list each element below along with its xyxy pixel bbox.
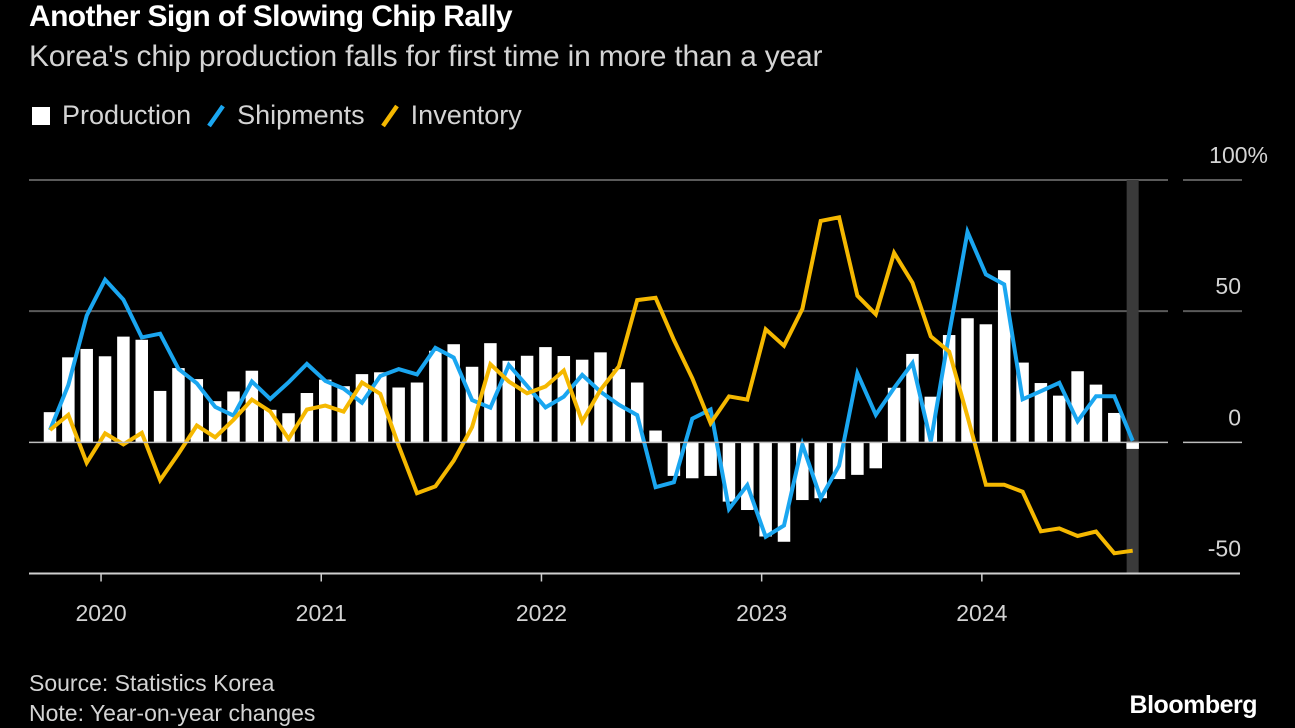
production-bar	[80, 348, 93, 443]
production-bar	[117, 336, 130, 443]
production-bar	[979, 324, 993, 443]
production-bar	[319, 379, 332, 443]
production-bars	[43, 270, 1139, 542]
production-bar	[135, 339, 148, 443]
production-bar	[539, 347, 552, 443]
production-bar	[429, 350, 442, 443]
legend-label-shipments: Shipments	[237, 100, 365, 130]
highlight-latest-month	[1126, 180, 1139, 574]
production-bar	[594, 352, 607, 443]
axes: 100% 50 0 -50 2020 2021 2022 2023 2024	[29, 142, 1268, 626]
production-bar	[520, 355, 534, 443]
inventory-line	[48, 214, 1133, 556]
x-tick-label: 2022	[516, 600, 567, 626]
chart-title: Another Sign of Slowing Chip Rally	[29, 0, 513, 33]
square-swatch-icon	[32, 106, 50, 125]
y-tick-label: 50	[1215, 273, 1241, 299]
shipments-line	[48, 225, 1135, 540]
production-bar	[392, 387, 405, 443]
production-bar	[300, 393, 314, 443]
production-bar	[1089, 384, 1103, 443]
production-bar	[1126, 442, 1139, 449]
production-bar	[410, 382, 424, 443]
y-tick-label: -50	[1208, 536, 1241, 562]
production-bar	[686, 442, 699, 479]
production-bar	[98, 356, 112, 443]
production-bar	[704, 442, 717, 476]
legend-item-shipments: Shipments	[205, 100, 365, 131]
production-bar	[153, 390, 167, 443]
y-tick-label: 100%	[1209, 142, 1268, 168]
production-bar	[869, 442, 882, 469]
legend-item-inventory: Inventory	[379, 100, 522, 131]
legend: Production Shipments Inventory	[32, 100, 536, 131]
production-bar	[887, 387, 901, 443]
production-bar	[172, 368, 185, 443]
production-bar	[851, 442, 864, 475]
production-bar	[1034, 383, 1048, 443]
x-tick-label: 2024	[956, 600, 1007, 626]
y-tick-label: 0	[1228, 404, 1241, 430]
production-bar	[759, 442, 772, 537]
gridlines	[29, 179, 1242, 444]
production-bar	[1071, 371, 1084, 443]
bloomberg-logo: Bloomberg	[1129, 691, 1258, 719]
production-bar	[1053, 395, 1066, 443]
legend-label-inventory: Inventory	[410, 100, 522, 130]
source-note: Source: Statistics Korea	[29, 670, 275, 696]
line-swatch-icon	[380, 104, 399, 127]
series-lines	[48, 214, 1135, 556]
x-tick-label: 2020	[75, 600, 126, 626]
legend-label-production: Production	[62, 100, 192, 130]
highlight-band	[1126, 180, 1139, 574]
production-bar	[1108, 412, 1121, 443]
chart-subtitle: Korea's chip production falls for first …	[29, 40, 823, 73]
production-bar	[649, 430, 662, 443]
legend-item-production: Production	[32, 100, 191, 131]
production-bar	[337, 386, 350, 443]
line-swatch-icon	[207, 104, 225, 127]
x-tick-label: 2023	[736, 600, 787, 626]
footnote: Note: Year-on-year changes	[29, 700, 316, 726]
x-tick-label: 2021	[296, 600, 347, 626]
production-bar	[575, 359, 589, 443]
